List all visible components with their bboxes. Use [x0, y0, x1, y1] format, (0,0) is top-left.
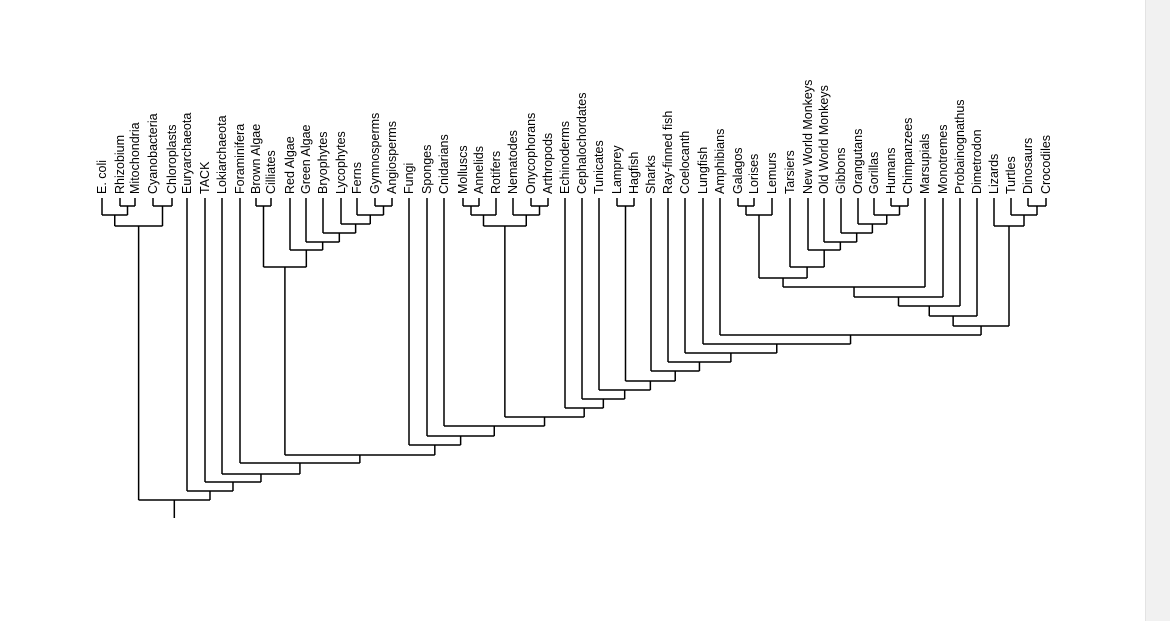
taxon-label: Foraminifera [233, 124, 247, 194]
taxon-label: Lamprey [610, 145, 624, 194]
taxon-label: Ray-finned fish [661, 111, 675, 194]
taxon-label: Probainognathus [953, 99, 967, 194]
taxon-label: Annelids [472, 146, 486, 194]
taxon-labels: E. coli Rhizobium Mitochondria Cyanobacteri… [95, 80, 1053, 194]
taxon-label: Rhizobium [113, 135, 127, 194]
taxon-label: Euryarchaeota [180, 113, 194, 194]
phylogenetic-tree: E. coli Rhizobium Mitochondria Cyanobacteri… [95, 80, 1053, 518]
taxon-label: Lokiarchaeota [215, 115, 229, 194]
taxon-label: Tarsiers [783, 150, 797, 194]
taxon-label: Sharks [644, 155, 658, 194]
tree-edges [101, 198, 1047, 518]
taxon-label: Amphibians [713, 129, 727, 194]
taxon-label: Old World Monkeys [817, 85, 831, 194]
taxon-label: Angiosperms [385, 121, 399, 194]
taxon-label: Tunicates [592, 140, 606, 194]
taxon-label: TACK [198, 161, 212, 194]
taxon-label: E. coli [95, 160, 109, 194]
taxon-label: Fungi [402, 163, 416, 194]
taxon-label: Lemurs [765, 152, 779, 194]
taxon-label: Red Algae [283, 136, 297, 194]
taxon-label: Lycophytes [334, 131, 348, 194]
taxon-label: Lizards [987, 154, 1001, 194]
taxon-label: Green Algae [299, 124, 313, 194]
taxon-label: Mitochondria [128, 122, 142, 194]
taxon-label: Echinoderms [558, 121, 572, 194]
taxon-label: Humans [884, 147, 898, 194]
taxon-label: Cilliates [264, 150, 278, 194]
taxon-label: Monotremes [936, 125, 950, 194]
taxon-label: Chloroplasts [165, 125, 179, 194]
taxon-label: Lorises [747, 154, 761, 194]
taxon-label: Brown Algae [249, 124, 263, 194]
taxon-label: Ferns [350, 162, 364, 194]
scrollbar-track[interactable] [1145, 0, 1170, 621]
taxon-label: Lungfish [696, 147, 710, 194]
taxon-label: Coelocanth [678, 131, 692, 194]
taxon-label: Cephalochordates [575, 93, 589, 194]
tree-svg: E. coli Rhizobium Mitochondria Cyanobacteri… [95, 80, 1053, 518]
taxon-label: Dimetrodon [970, 129, 984, 194]
taxon-label: Crocodiles [1039, 135, 1053, 194]
taxon-label: Rotifers [489, 151, 503, 194]
taxon-label: Dinosaurs [1021, 138, 1035, 194]
taxon-label: Chimpanzees [901, 118, 915, 194]
taxon-label: Orangutans [851, 129, 865, 194]
taxon-label: Arthropods [541, 133, 555, 194]
taxon-label: Sponges [420, 145, 434, 194]
taxon-label: Molluscs [456, 145, 470, 194]
taxon-label: Gorillas [867, 152, 881, 194]
taxon-label: Gibbons [834, 147, 848, 194]
taxon-label: Cyanobacteria [146, 113, 160, 194]
taxon-label: Nematodes [506, 130, 520, 194]
taxon-label: New World Monkeys [801, 80, 815, 194]
taxon-label: Marsupials [918, 134, 932, 194]
taxon-label: Onycophorans [524, 113, 538, 194]
taxon-label: Bryophytes [316, 131, 330, 194]
taxon-label: Turtles [1004, 156, 1018, 194]
taxon-label: Cnidarians [437, 134, 451, 194]
taxon-label: Hagfish [627, 152, 641, 194]
taxon-label: Gymnosperms [368, 113, 382, 194]
taxon-label: Galagos [731, 147, 745, 194]
